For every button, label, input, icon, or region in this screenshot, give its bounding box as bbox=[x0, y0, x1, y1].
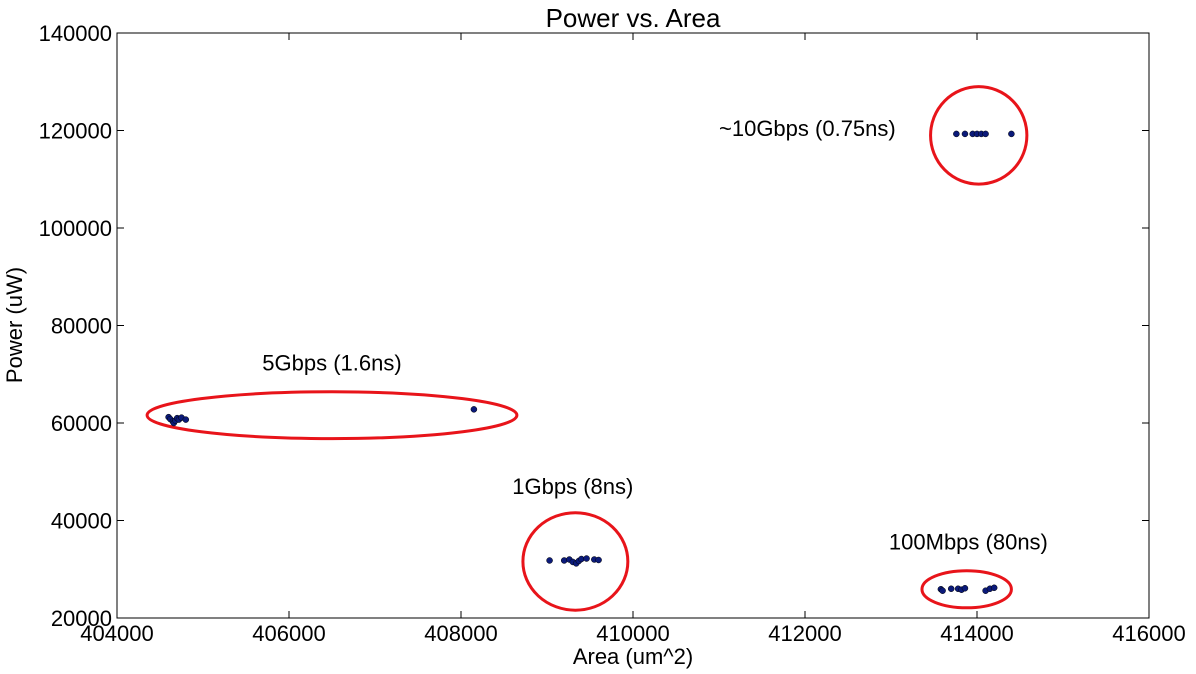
x-tick-label: 416000 bbox=[1112, 621, 1185, 646]
data-point bbox=[595, 556, 602, 564]
chart-title: Power vs. Area bbox=[546, 3, 721, 33]
data-point bbox=[961, 585, 969, 592]
highlight-ellipse bbox=[920, 569, 1013, 610]
y-tick-label: 60000 bbox=[51, 411, 112, 436]
annotation-label: 5Gbps (1.6ns) bbox=[262, 350, 401, 375]
data-points bbox=[165, 130, 1015, 594]
data-point bbox=[990, 584, 998, 592]
highlight-ellipse bbox=[521, 511, 630, 612]
x-axis-label: Area (um^2) bbox=[573, 644, 693, 669]
data-point bbox=[947, 585, 955, 592]
axis-ticks: 404000 406000 408000 410000 412000 414000 4160… bbox=[39, 21, 1186, 646]
highlight-ellipse bbox=[145, 390, 519, 441]
x-tick-label: 404000 bbox=[80, 621, 153, 646]
x-tick-label: 412000 bbox=[768, 621, 841, 646]
x-tick-label: 408000 bbox=[424, 621, 497, 646]
y-tick-label: 20000 bbox=[51, 606, 112, 631]
x-tick-label: 414000 bbox=[940, 621, 1013, 646]
highlight-circles bbox=[145, 85, 1029, 612]
y-tick-label: 140000 bbox=[39, 21, 112, 46]
x-tick-label: 406000 bbox=[252, 621, 325, 646]
y-tick-label: 40000 bbox=[51, 509, 112, 534]
data-point bbox=[583, 555, 590, 562]
plot-area bbox=[116, 32, 1150, 619]
data-point bbox=[1008, 130, 1015, 138]
y-tick-label: 100000 bbox=[39, 216, 112, 241]
data-point bbox=[470, 406, 478, 413]
data-point bbox=[953, 130, 960, 138]
data-point bbox=[982, 130, 989, 138]
x-tick-label: 410000 bbox=[596, 621, 669, 646]
y-tick-label: 120000 bbox=[39, 119, 112, 144]
annotation-label: ~10Gbps (0.75ns) bbox=[719, 116, 896, 141]
data-point bbox=[961, 130, 969, 138]
highlight-ellipse bbox=[929, 85, 1029, 186]
annotation-label: 1Gbps (8ns) bbox=[512, 474, 633, 499]
data-point bbox=[939, 587, 946, 594]
y-tick-label: 80000 bbox=[51, 314, 112, 339]
data-point bbox=[546, 557, 553, 564]
cluster-annotations: ~10Gbps (0.75ns) 5Gbps (1.6ns) 1Gbps (8ns)… bbox=[262, 116, 1048, 554]
data-point bbox=[182, 416, 190, 423]
annotation-label: 100Mbps (80ns) bbox=[889, 529, 1048, 554]
y-axis-label: Power (uW) bbox=[2, 267, 27, 383]
